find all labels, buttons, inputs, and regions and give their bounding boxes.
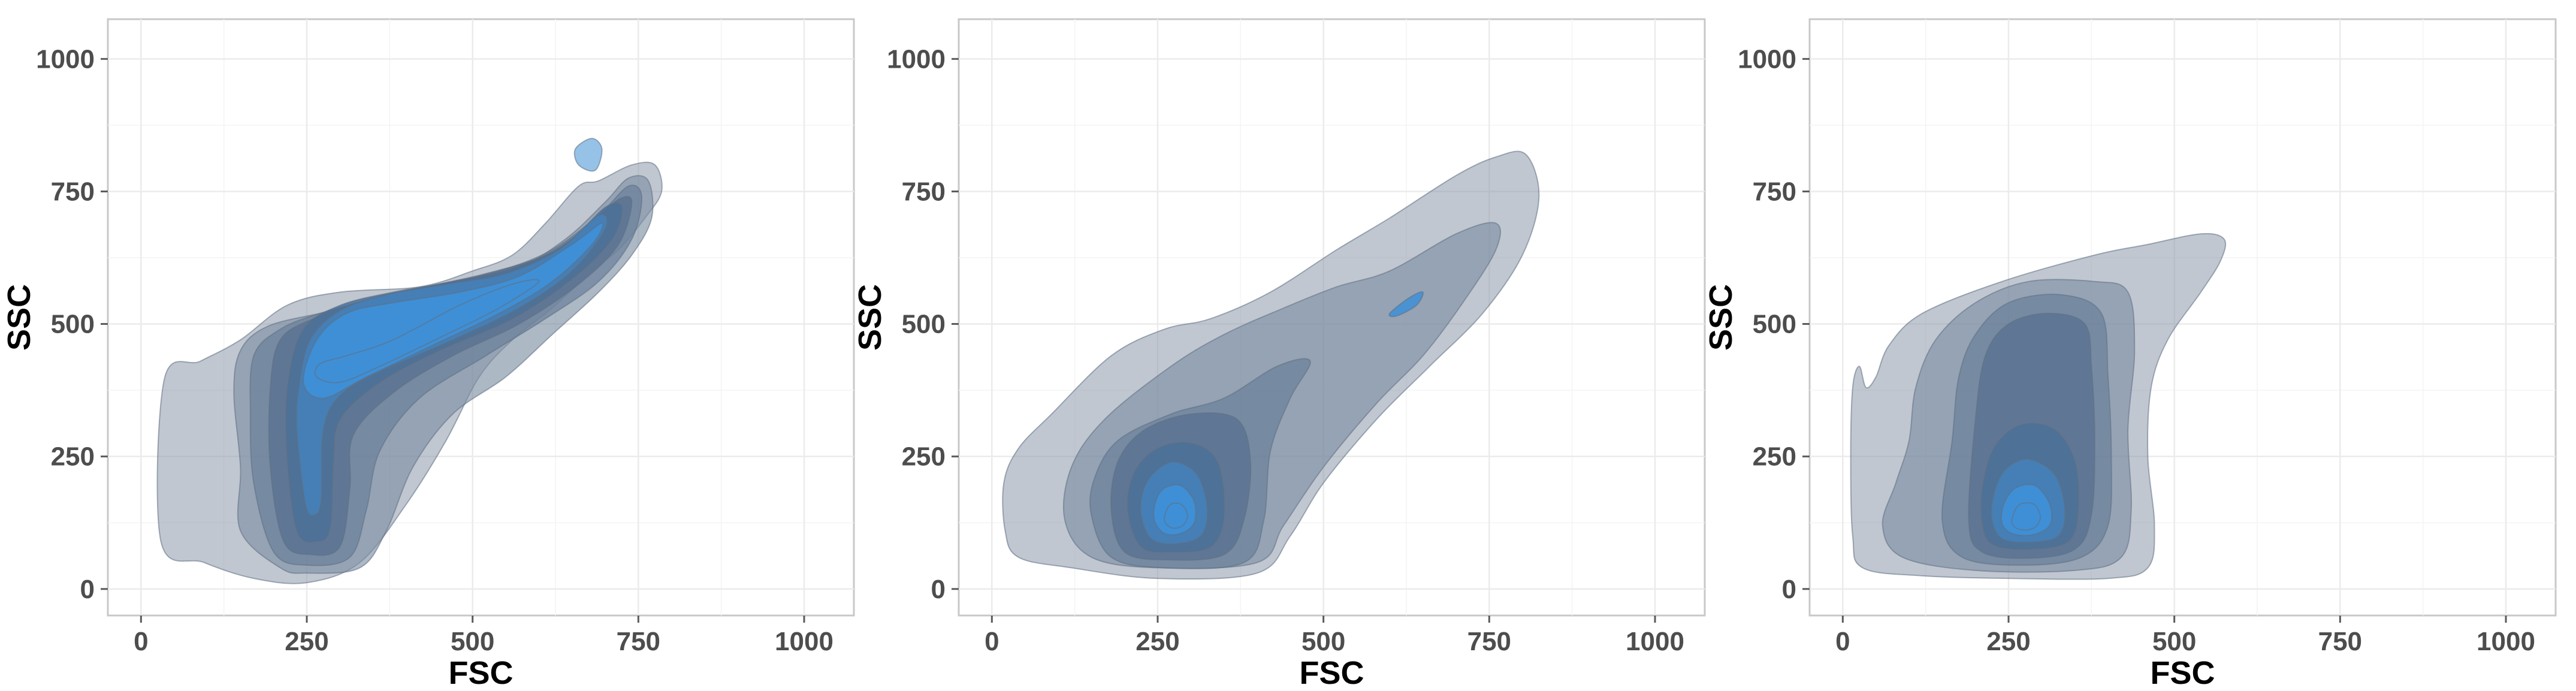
density-contours [156, 137, 663, 584]
density-contours [1850, 233, 2227, 580]
density-level-9 [1388, 291, 1424, 318]
y-tick-label: 500 [1753, 310, 1796, 339]
y-tick-label: 0 [80, 575, 95, 604]
chart-panel-3: 0 250 500 750 1000 0 250 500 750 1000 FSC SSC [1703, 18, 2557, 691]
y-tick-label: 750 [902, 177, 946, 206]
y-tick-label: 250 [902, 442, 946, 472]
x-tick-label: 1000 [1626, 627, 1684, 656]
y-tick-label: 250 [51, 442, 95, 472]
x-tick-label: 250 [1136, 627, 1179, 656]
x-tick-label: 250 [1986, 627, 2030, 656]
y-tick-label: 0 [931, 575, 946, 604]
y-axis-title: SSC [852, 284, 888, 351]
x-tick-label: 750 [617, 627, 660, 656]
density-contours [1002, 150, 1540, 580]
density-level-8 [314, 279, 540, 384]
density-level-8 [2011, 502, 2042, 531]
density-level-9 [573, 137, 603, 172]
x-tick-label: 500 [1301, 627, 1345, 656]
x-tick-label: 1000 [775, 627, 833, 656]
x-axis-title: FSC [2151, 655, 2215, 691]
x-tick-label: 0 [134, 627, 148, 656]
y-tick-label: 500 [51, 310, 95, 339]
chart-panel-2: 0 250 500 750 1000 0 250 500 750 1000 FSC SSC [852, 18, 1706, 691]
x-axis-title: FSC [449, 655, 514, 691]
x-tick-label: 500 [451, 627, 494, 656]
x-tick-label: 750 [2318, 627, 2362, 656]
y-tick-label: 750 [51, 177, 95, 206]
y-tick-label: 1000 [1738, 44, 1796, 74]
x-tick-label: 0 [1835, 627, 1850, 656]
x-axis-title: FSC [1300, 655, 1364, 691]
x-tick-label: 750 [1467, 627, 1511, 656]
x-tick-label: 250 [285, 627, 328, 656]
density-level-8 [1163, 502, 1188, 529]
y-tick-label: 750 [1753, 177, 1796, 206]
x-tick-label: 0 [985, 627, 999, 656]
x-tick-label: 1000 [2477, 627, 2535, 656]
y-axis-title: SSC [1703, 284, 1739, 351]
y-tick-label: 1000 [887, 44, 946, 74]
y-tick-label: 250 [1753, 442, 1796, 472]
y-tick-label: 500 [902, 310, 946, 339]
y-tick-label: 1000 [36, 44, 95, 74]
x-tick-label: 500 [2152, 627, 2196, 656]
y-axis-title: SSC [1, 284, 37, 351]
chart-panel-1: 0 250 500 750 1000 0 250 500 750 1000 FSC SSC [1, 18, 855, 691]
y-tick-label: 0 [1782, 575, 1796, 604]
